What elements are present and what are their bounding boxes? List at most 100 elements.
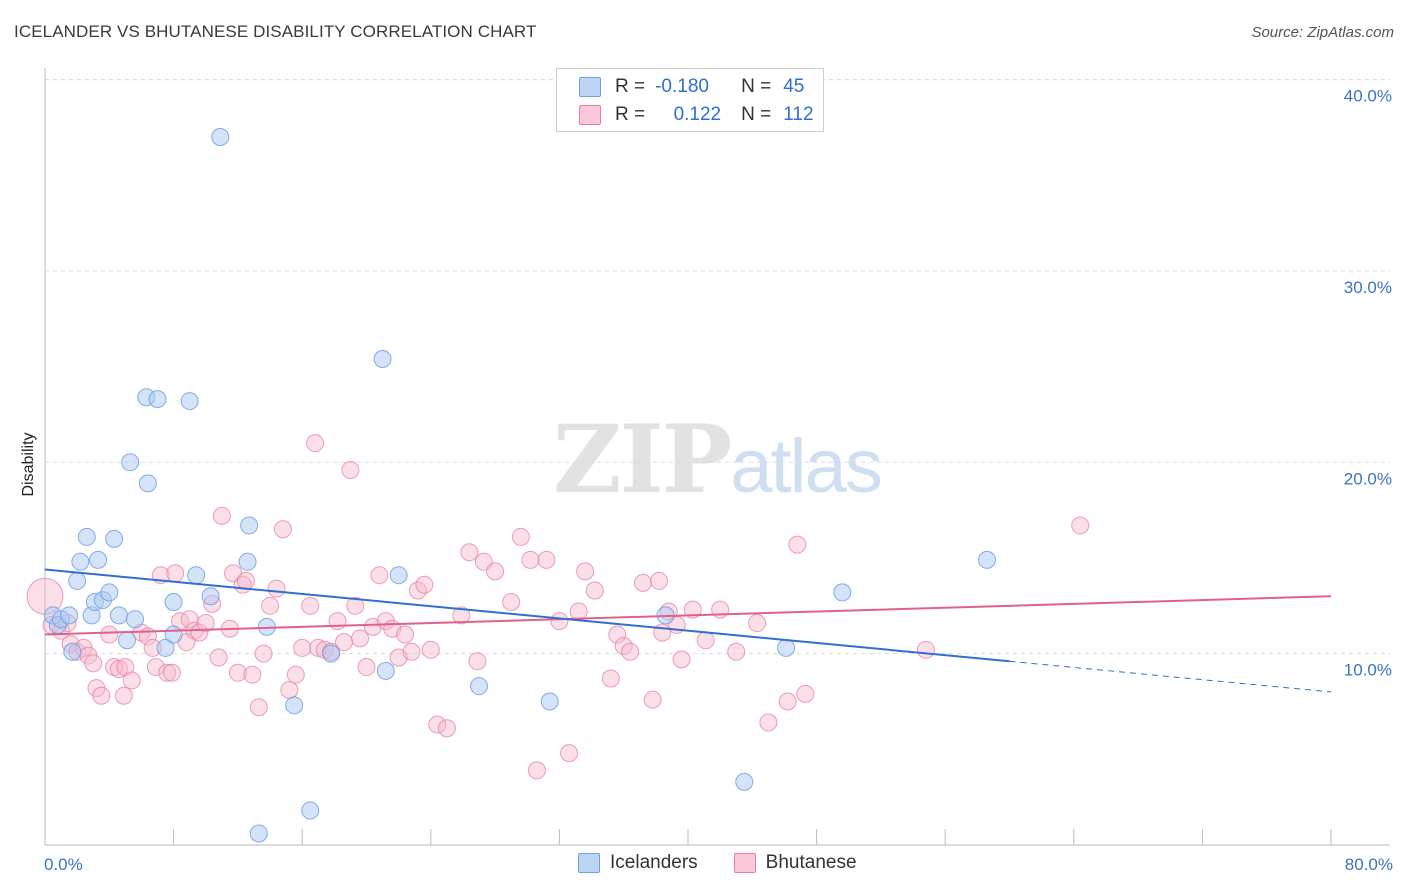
bhutanese-point <box>228 663 247 682</box>
bhutanese-point <box>460 543 479 562</box>
icelanders-point <box>285 696 304 715</box>
bhutanese-point <box>437 719 456 738</box>
bhutanese-point <box>351 629 370 648</box>
icelanders-point <box>121 453 140 472</box>
watermark-zip: ZIP <box>553 405 732 515</box>
icelanders-point <box>77 527 96 546</box>
chart-title: ICELANDER VS BHUTANESE DISABILITY CORREL… <box>14 22 537 41</box>
bhutanese-point <box>84 654 103 673</box>
bhutanese-point <box>273 520 292 539</box>
bhutanese-point <box>486 562 505 581</box>
bhutanese-point <box>621 642 640 661</box>
bhutanese-point <box>727 642 746 661</box>
trend-lines <box>44 568 1332 693</box>
icelanders-point <box>540 692 559 711</box>
bhutanese-point <box>254 644 273 663</box>
legend-row-bhutanese: R = 0.122 N = 112 <box>579 101 814 129</box>
bhutanese-point <box>402 642 421 661</box>
icelanders-point <box>68 571 87 590</box>
bhutanese-point <box>696 631 715 650</box>
n-value: 112 <box>783 104 814 125</box>
r-label: R = <box>615 76 646 97</box>
r-value: 0.122 <box>673 104 722 125</box>
y-tick-label: 20.0% <box>1344 469 1392 488</box>
bhutanese-point <box>293 638 312 657</box>
icelanders-point <box>249 824 268 843</box>
icelanders-point <box>60 606 79 625</box>
bhutanese-point <box>537 550 556 569</box>
bhutanese-point <box>788 535 807 554</box>
n-label: N = <box>741 104 772 125</box>
icelanders-point <box>777 638 796 657</box>
bhutanese-point <box>521 550 540 569</box>
icelanders-trend-line <box>44 568 1010 663</box>
bhutanese-point <box>212 506 231 525</box>
bhutanese-point <box>916 640 935 659</box>
icelanders-points <box>44 128 996 843</box>
bhutanese-point <box>301 596 320 615</box>
icelanders-point <box>117 631 136 650</box>
bhutanese-point <box>243 665 262 684</box>
bhutanese-point <box>158 663 177 682</box>
icelanders-swatch <box>578 853 600 873</box>
icelanders-point <box>164 625 183 644</box>
bhutanese-point <box>778 692 797 711</box>
bhutanese-point <box>748 614 767 633</box>
icelanders-point <box>89 550 108 569</box>
icelanders-point <box>977 550 996 569</box>
bhutanese-point <box>166 564 185 583</box>
icelanders-point <box>126 610 145 629</box>
icelanders-point <box>201 587 220 606</box>
icelanders-point <box>148 390 167 409</box>
bhutanese-point <box>109 659 128 678</box>
bhutanese-point <box>357 658 376 677</box>
bhutanese-point <box>468 652 487 671</box>
bhutanese-point <box>428 715 447 734</box>
y-axis-title: Disability <box>20 432 37 496</box>
bhutanese-point <box>452 606 471 625</box>
legend-row-icelanders: R = -0.180 N = 45 <box>579 73 804 101</box>
bhutanese-point <box>280 681 299 700</box>
stats-legend: R = -0.180 N = 45 R = 0.122 N = 112 <box>556 68 824 132</box>
bhutanese-point <box>633 573 652 592</box>
icelanders-point <box>138 474 157 493</box>
bhutanese-point <box>643 690 662 709</box>
bhutanese-point <box>209 648 228 667</box>
bhutanese-point <box>341 460 360 479</box>
icelanders-point <box>180 392 199 411</box>
legend-label-bhutanese: Bhutanese <box>765 852 857 873</box>
bhutanese-point <box>122 671 141 690</box>
bhutanese-trend-line <box>44 595 1332 636</box>
icelanders-point <box>105 529 124 548</box>
icelanders-point <box>187 566 206 585</box>
bhutanese-point <box>527 761 546 780</box>
y-tick-label: 10.0% <box>1344 661 1392 680</box>
bhutanese-point <box>796 684 815 703</box>
icelanders-point <box>71 552 90 571</box>
bhutanese-point <box>346 596 365 615</box>
icelanders-point <box>100 583 119 602</box>
icelanders-point <box>470 677 489 696</box>
icelanders-point <box>735 772 754 791</box>
bhutanese-points <box>26 434 1090 780</box>
bhutanese-point <box>396 625 415 644</box>
n-label: N = <box>741 76 772 97</box>
bhutanese-point <box>672 650 691 669</box>
icelanders-trend-extension <box>1009 660 1332 693</box>
bhutanese-point <box>550 612 569 631</box>
bhutanese-point <box>601 669 620 688</box>
legend-label-icelanders: Icelanders <box>610 852 698 873</box>
n-value: 45 <box>783 76 805 97</box>
bhutanese-point <box>511 527 530 546</box>
r-value: -0.180 <box>655 76 709 97</box>
bhutanese-point <box>415 575 434 594</box>
bhutanese-point <box>190 623 209 642</box>
bhutanese-point <box>560 744 579 763</box>
bhutanese-point <box>162 663 181 682</box>
icelanders-point <box>376 661 395 680</box>
icelanders-point <box>63 642 82 661</box>
bhutanese-point <box>236 571 255 590</box>
bhutanese-point <box>502 592 521 611</box>
bhutanese-point <box>261 596 280 615</box>
